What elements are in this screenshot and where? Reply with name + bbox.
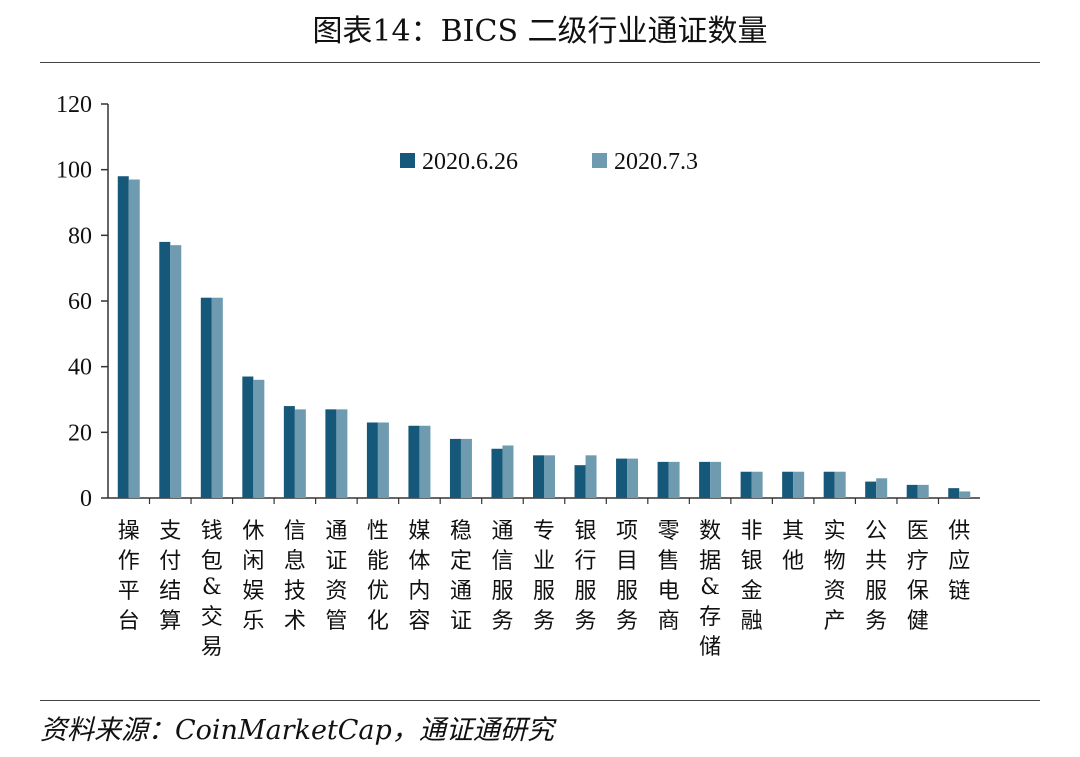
x-tick-label: 数据&存储	[699, 519, 721, 660]
bar-series-1	[449, 438, 461, 498]
bar-series-2	[336, 409, 348, 498]
bar-series-1	[740, 471, 752, 498]
bar-series-2	[253, 379, 265, 498]
x-tick-label: 非银金融	[741, 519, 763, 634]
x-tick-label: 媒体内容	[408, 519, 430, 634]
x-tick-label: 通证资管	[325, 519, 347, 634]
top-rule	[40, 62, 1040, 63]
x-tick-label: 支付结算	[159, 519, 181, 634]
bar-series-2	[502, 445, 514, 498]
bar-series-2	[460, 438, 472, 498]
bar-series-1	[657, 461, 669, 498]
bar-series-2	[668, 461, 680, 498]
y-tick-label: 0	[80, 486, 92, 512]
x-tick-label: 通信服务	[491, 519, 513, 634]
bar-series-1	[616, 458, 628, 498]
bar-series-2	[128, 179, 140, 498]
bottom-rule	[40, 700, 1040, 701]
y-tick-label: 40	[68, 355, 92, 381]
bar-series-2	[419, 425, 431, 498]
x-tick-label: 钱包&交易	[201, 519, 223, 660]
x-tick-label: 项目服务	[616, 519, 638, 634]
bar-series-1	[491, 448, 503, 498]
chart-legend: 2020.6.26 2020.7.3	[400, 149, 698, 175]
bar-series-2	[959, 491, 971, 498]
bar-series-1	[865, 481, 877, 498]
legend-label-series-1: 2020.6.26	[422, 149, 518, 175]
bar-series-2	[377, 422, 389, 498]
bar-series-1	[574, 465, 586, 498]
source-note: 资料来源：CoinMarketCap，通证通研究	[40, 715, 554, 746]
bar-series-1	[948, 488, 960, 498]
x-tick-label: 操作平台	[118, 519, 140, 634]
x-tick-label: 专业服务	[533, 519, 555, 634]
bar-series-2	[834, 471, 846, 498]
bar-series-1	[242, 376, 254, 498]
bar-series-2	[211, 297, 223, 498]
bar-series-1	[200, 297, 212, 498]
bar-series-1	[823, 471, 835, 498]
bar-series-2	[544, 455, 555, 498]
x-tick-label: 公共服务	[865, 519, 887, 634]
bar-series-2	[294, 409, 306, 498]
y-tick-label: 120	[56, 92, 92, 118]
bar-series-2	[751, 471, 763, 498]
bar-series-2	[585, 455, 597, 498]
x-tick-label: 医疗保健	[907, 519, 929, 634]
bar-series-1	[117, 176, 129, 498]
bar-series-1	[533, 455, 544, 498]
bar-series-2	[876, 478, 888, 498]
chart-title: 图表14：BICS 二级行业通证数量	[312, 14, 768, 49]
x-tick-label: 零售电商	[658, 519, 680, 634]
chart-axes: 0 20 40 60 80 100 120	[56, 92, 980, 512]
bar-series-1	[283, 406, 295, 498]
x-tick-label: 稳定通证	[450, 519, 472, 634]
bar-series-1	[782, 471, 794, 498]
x-tick-label: 银行服务	[575, 519, 597, 634]
x-tick-label: 性能优化	[367, 519, 389, 634]
legend-swatch-series-2	[592, 153, 607, 168]
bar-series-2	[793, 471, 805, 498]
legend-label-series-2: 2020.7.3	[614, 149, 698, 175]
x-tick-label: 休闲娱乐	[242, 519, 264, 634]
bar-series-2	[170, 245, 182, 498]
legend-swatch-series-1	[400, 153, 415, 168]
bar-series-1	[906, 484, 918, 498]
x-tick-label: 其他	[782, 519, 804, 574]
bar-series-1	[325, 409, 337, 498]
y-tick-label: 20	[68, 420, 92, 446]
x-tick-label: 实物资产	[824, 519, 846, 634]
bar-series-1	[159, 241, 171, 498]
bar-chart: 0 20 40 60 80 100 120 操作平台支付结算钱包&交易休闲娱乐信息技术通证资…	[56, 92, 980, 660]
bar-series-2	[917, 484, 929, 498]
bar-series-2	[627, 458, 639, 498]
bar-series-1	[366, 422, 378, 498]
chart-bars	[117, 176, 971, 498]
x-tick-label: 信息技术	[284, 519, 306, 634]
y-tick-label: 80	[68, 223, 92, 249]
bar-series-1	[408, 425, 420, 498]
bar-series-2	[710, 461, 722, 498]
bar-series-1	[699, 461, 711, 498]
x-tick-label: 供应链	[948, 519, 970, 604]
y-tick-label: 100	[56, 158, 92, 184]
y-tick-label: 60	[68, 289, 92, 315]
category-labels: 操作平台支付结算钱包&交易休闲娱乐信息技术通证资管性能优化媒体内容稳定通证通信服…	[118, 498, 970, 660]
